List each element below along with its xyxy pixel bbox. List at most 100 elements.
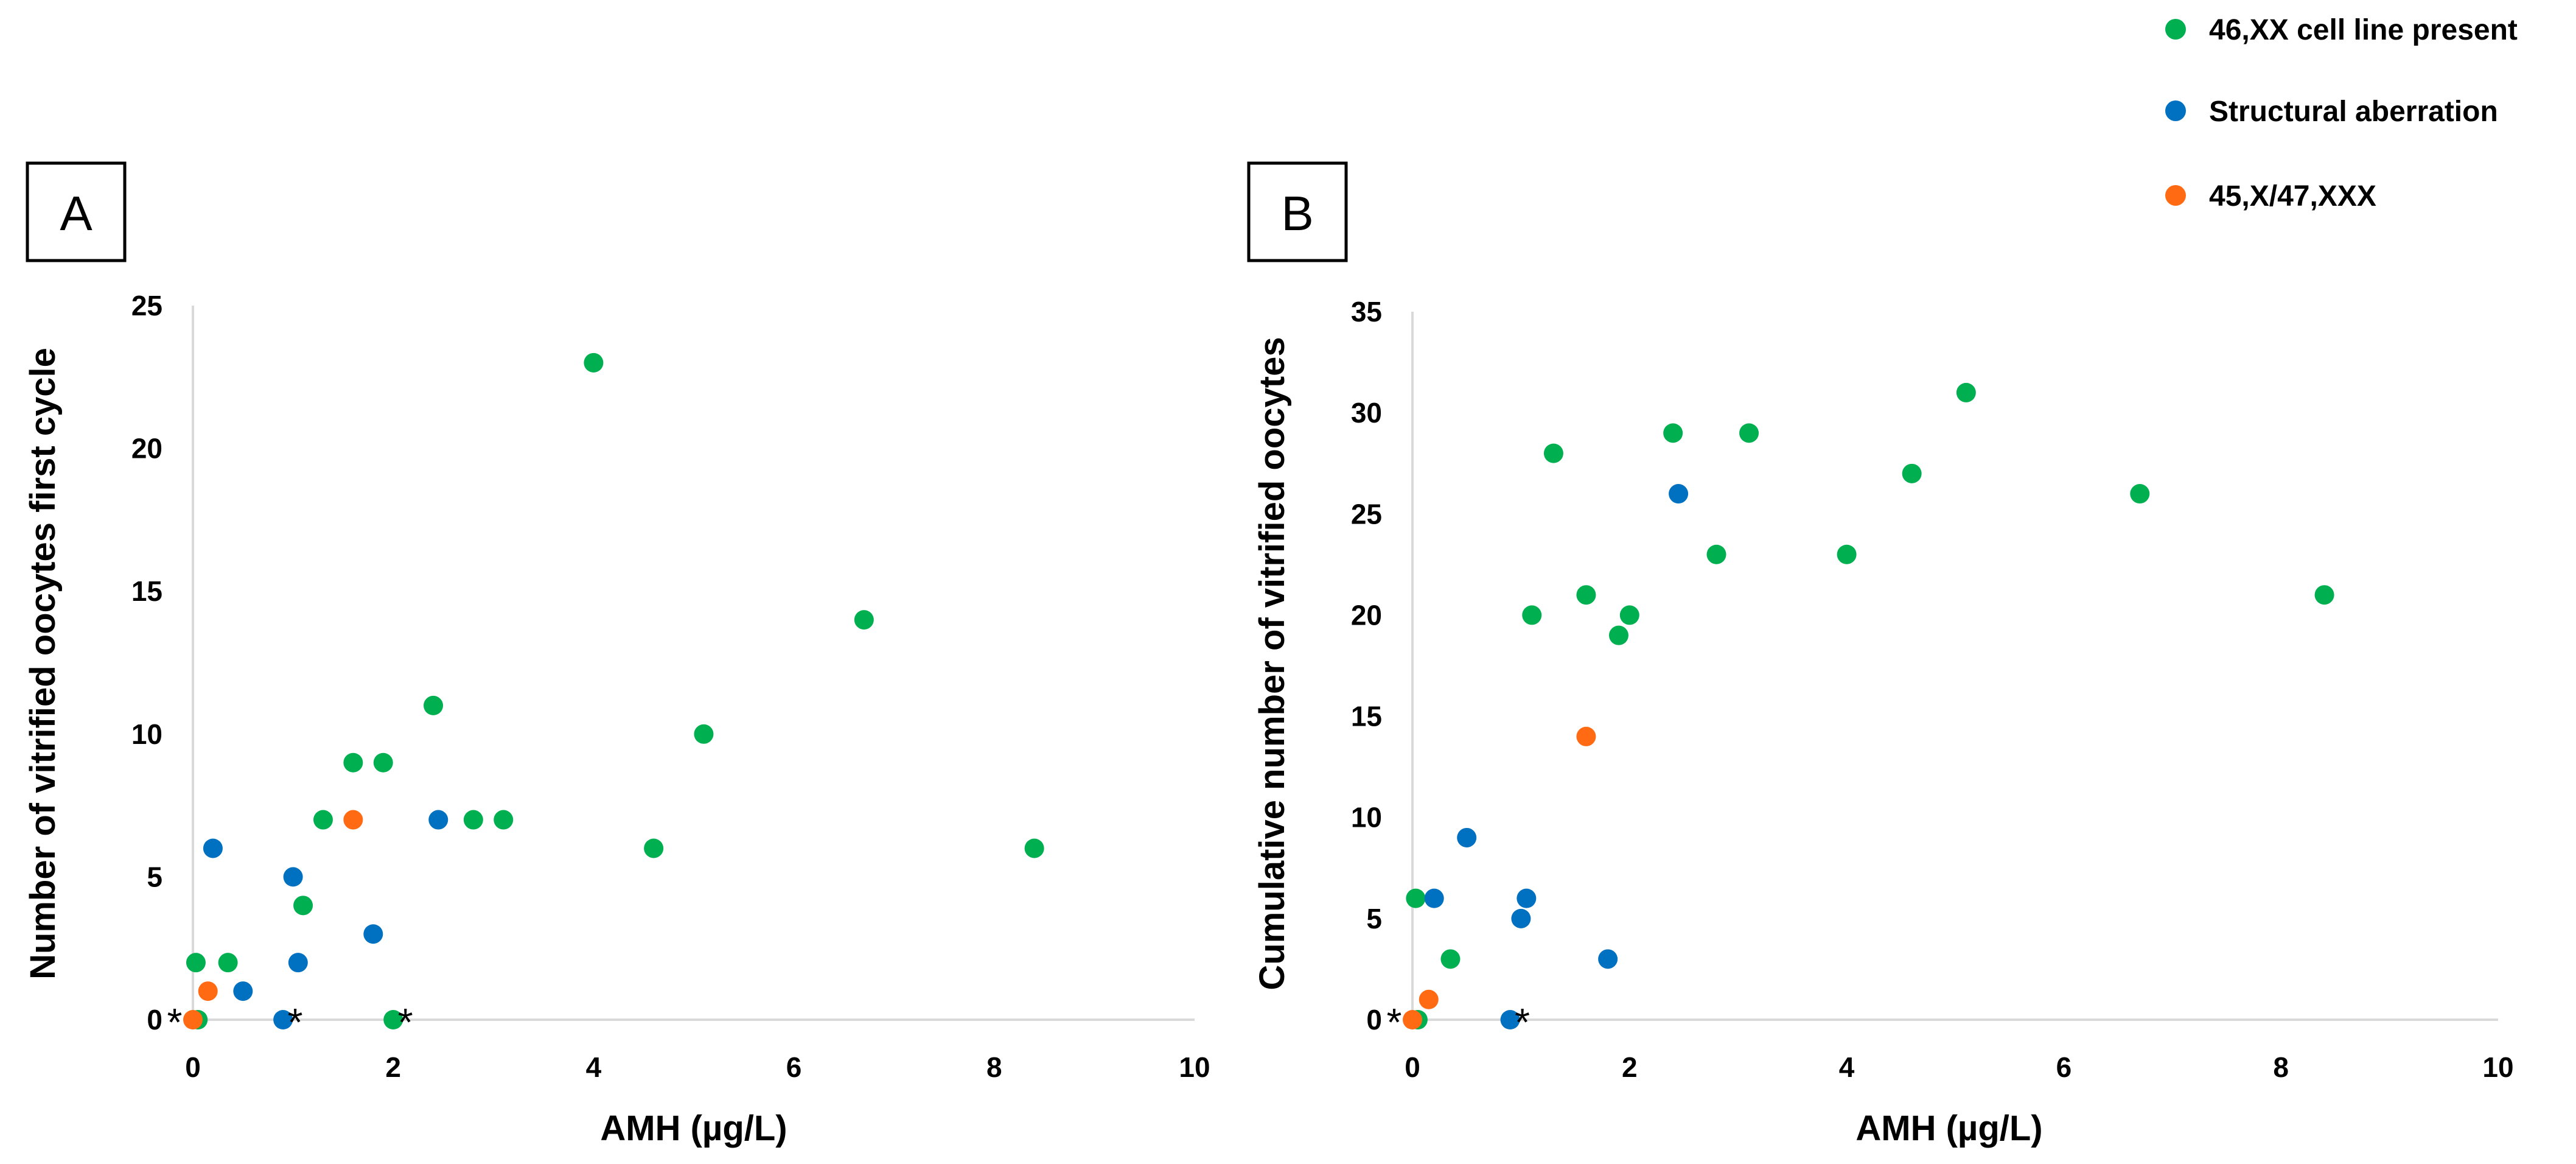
panel-b-x-tick-label: 4: [1839, 1051, 1855, 1083]
plot-a: 0 2 4 6 8 10 0 5 10 15 20 25 * * *: [131, 290, 1210, 1083]
panel-b-x-tick-label: 8: [2273, 1051, 2289, 1083]
panel-a-point-structural-aberration: [428, 810, 449, 830]
panel-a-x-axis-title: AMH (µg/L): [600, 1109, 787, 1148]
panel-a-point-structural-aberration: [203, 838, 223, 858]
panel-a-asterisk-annotation: *: [398, 1000, 413, 1044]
panel-b-asterisk-annotation: *: [1515, 1000, 1530, 1044]
panel-a-point-46-xx-cell-line-present: [494, 810, 514, 830]
panel-b-point-46-xx-cell-line-present: [1706, 544, 1726, 564]
panel-b-point-46-xx-cell-line-present: [1406, 888, 1426, 908]
panel-a-point-structural-aberration: [283, 867, 303, 887]
panel-b-point-structural-aberration: [1457, 827, 1477, 847]
panel-b-y-tick-label: 30: [1351, 397, 1382, 429]
panel-b-point-46-xx-cell-line-present: [1619, 605, 1639, 625]
panel-a-point-46-xx-cell-line-present: [373, 752, 393, 773]
panel-b-x-tick-label: 0: [1405, 1051, 1420, 1083]
panel-b-point-structural-aberration: [1517, 888, 1537, 908]
legend-label-structural: Structural aberration: [2209, 96, 2498, 128]
panel-b-point-structural-aberration: [1669, 484, 1689, 504]
panel-a-y-tick-label: 0: [147, 1004, 162, 1036]
panel-b-point-46-xx-cell-line-present: [2314, 585, 2334, 605]
panel-a-point-46-xx-cell-line-present: [424, 695, 444, 715]
panel-b-point-46-xx-cell-line-present: [2130, 484, 2150, 504]
panel-a-point-46-xx-cell-line-present: [463, 810, 483, 830]
panel-b-x-tick-label: 2: [1622, 1051, 1638, 1083]
panel-b-point-46-xx-cell-line-present: [1902, 463, 1922, 483]
panel-a-point-46-xx-cell-line-present: [584, 352, 604, 373]
panel-a-point-46-xx-cell-line-present: [218, 953, 238, 973]
panel-b-point-46-xx-cell-line-present: [1739, 423, 1759, 443]
panel-a-point-46-xx-cell-line-present: [854, 610, 874, 630]
panel-a-y-tick-label: 20: [131, 433, 162, 465]
panel-a-point-structural-aberration: [363, 924, 383, 944]
legend-marker-structural: [2165, 100, 2186, 121]
legend-marker-46xx: [2165, 19, 2186, 40]
panel-a-point-46-xx-cell-line-present: [186, 953, 206, 973]
plot-b: 0 2 4 6 8 10 0 5 10 15 20 25 30 35 * *: [1351, 296, 2514, 1083]
panel-a-point-45-x-47-xxx: [183, 1010, 203, 1029]
panel-b-label-box: [1247, 161, 1348, 262]
panel-a-x-tick-label: 4: [586, 1051, 602, 1083]
panel-b-point-45-x-47-xxx: [1403, 1010, 1422, 1029]
panel-b-x-tick-label: 10: [2482, 1051, 2513, 1083]
panel-a-x-tick-label: 8: [986, 1051, 1002, 1083]
panel-a-point-46-xx-cell-line-present: [343, 752, 363, 773]
panel-a-point-structural-aberration: [273, 1010, 293, 1029]
panel-a-point-46-xx-cell-line-present: [1024, 838, 1044, 858]
panel-b-label: B: [1281, 186, 1313, 240]
panel-a-asterisk-annotation: *: [167, 1000, 183, 1044]
panel-a-label: A: [60, 186, 92, 240]
panel-a-point-46-xx-cell-line-present: [644, 838, 664, 858]
panel-b: B 0 2 4 6 8 10 0 5 10 15 20 25 30 35 * * AMH (µg/L) Cum…: [1247, 161, 2514, 1148]
legend-item-46xx: 46,XX cell line present: [2165, 14, 2518, 46]
panel-b-point-structural-aberration: [1500, 1010, 1520, 1029]
panel-a-y-tick-label: 10: [131, 718, 162, 750]
panel-a-point-46-xx-cell-line-present: [694, 724, 714, 744]
panel-b-point-structural-aberration: [1511, 908, 1531, 928]
panel-b-x-tick-label: 6: [2056, 1051, 2072, 1083]
panel-a-x-tick-label: 0: [185, 1051, 201, 1083]
legend-marker-45x47xxx: [2165, 185, 2186, 206]
panel-b-point-46-xx-cell-line-present: [1663, 423, 1683, 443]
panel-b-y-tick-label: 15: [1351, 701, 1382, 732]
panel-a-label-box: [26, 161, 127, 262]
panel-a-y-tick-label: 5: [147, 861, 162, 892]
panel-b-point-46-xx-cell-line-present: [1522, 605, 1542, 625]
panel-b-point-structural-aberration: [1598, 949, 1618, 969]
panel-a-x-tick-label: 2: [385, 1051, 401, 1083]
panel-b-point-46-xx-cell-line-present: [1956, 382, 1976, 402]
panel-b-point-46-xx-cell-line-present: [1543, 443, 1563, 463]
legend-item-45x47xxx: 45,X/47,XXX: [2165, 180, 2376, 212]
legend-item-structural: Structural aberration: [2165, 96, 2498, 128]
panel-b-y-tick-label: 35: [1351, 296, 1382, 328]
panel-b-point-46-xx-cell-line-present: [1608, 625, 1628, 645]
panel-b-y-tick-label: 25: [1351, 498, 1382, 530]
panel-b-x-axis-title: AMH (µg/L): [1855, 1109, 2042, 1148]
panel-a-y-tick-label: 25: [131, 290, 162, 321]
panel-a-asterisk-annotation: *: [288, 1000, 303, 1044]
panel-b-y-tick-label: 10: [1351, 802, 1382, 833]
panel-b-y-tick-label: 0: [1366, 1004, 1382, 1036]
panel-b-point-46-xx-cell-line-present: [1576, 585, 1596, 605]
panel-a-point-structural-aberration: [288, 953, 308, 973]
legend: 46,XX cell line present Structural aberr…: [2165, 14, 2518, 212]
panel-b-point-46-xx-cell-line-present: [1440, 949, 1461, 969]
panel-b-asterisk-annotation: *: [1387, 1000, 1402, 1044]
panel-b-point-45-x-47-xxx: [1419, 989, 1439, 1009]
panel-a-point-structural-aberration: [233, 981, 253, 1001]
panel-a-y-axis-title: Number of vitrified oocytes first cycle: [23, 348, 63, 980]
panel-a-point-45-x-47-xxx: [343, 810, 363, 830]
panel-b-point-46-xx-cell-line-present: [1837, 544, 1857, 564]
panel-a-point-46-xx-cell-line-present: [293, 896, 313, 916]
legend-label-46xx: 46,XX cell line present: [2209, 14, 2518, 46]
panel-a-y-tick-label: 15: [131, 575, 162, 607]
panel-b-point-45-x-47-xxx: [1576, 726, 1596, 746]
legend-label-45x47xxx: 45,X/47,XXX: [2209, 180, 2376, 212]
panel-b-point-structural-aberration: [1424, 888, 1444, 908]
panel-a-point-46-xx-cell-line-present: [383, 1010, 403, 1029]
panel-a-point-46-xx-cell-line-present: [313, 810, 333, 830]
panel-a-x-tick-label: 6: [786, 1051, 802, 1083]
panel-a-x-tick-label: 10: [1179, 1051, 1210, 1083]
panel-b-y-tick-label: 20: [1351, 599, 1382, 631]
